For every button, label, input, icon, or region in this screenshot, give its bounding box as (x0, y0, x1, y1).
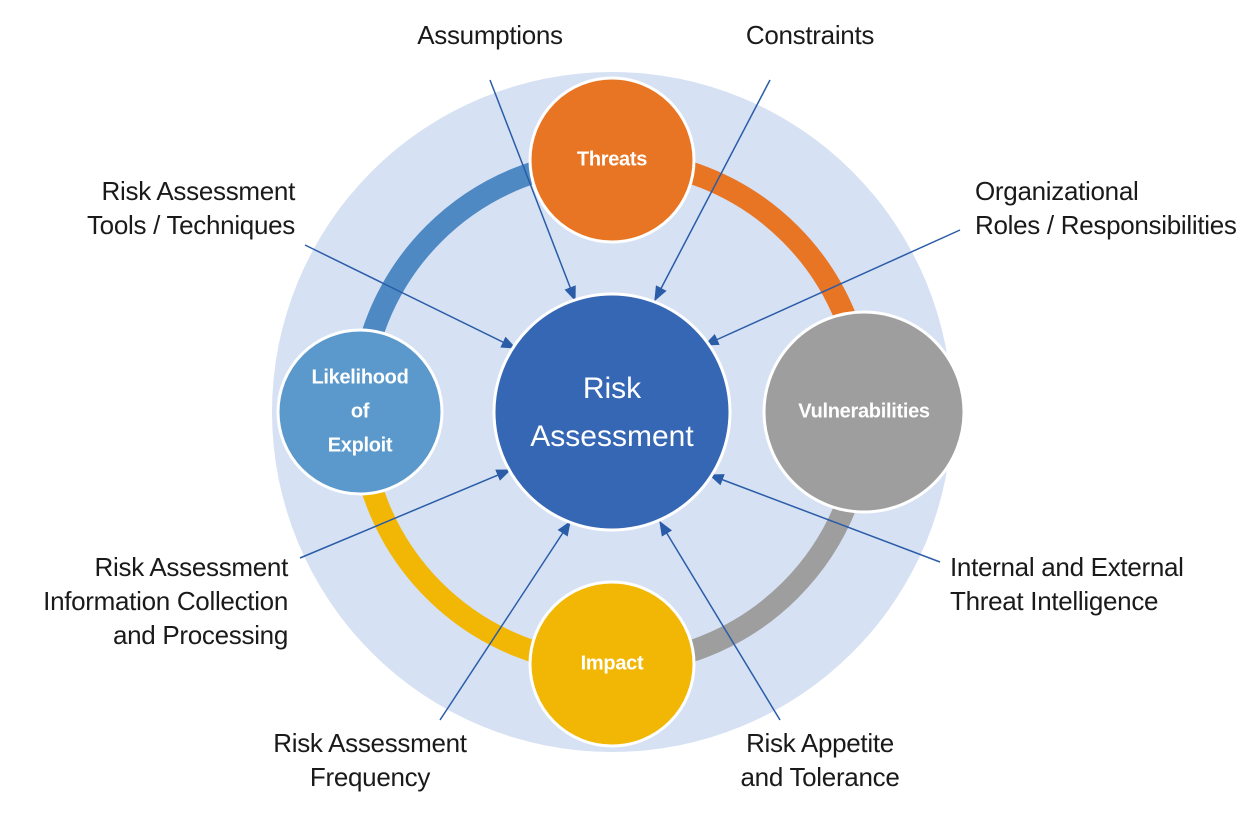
node-label-likelihood-l1: of (351, 400, 370, 422)
label-ra-tools-l1: Tools / Techniques (87, 210, 295, 240)
label-risk-appetite-l1: and Tolerance (741, 762, 900, 792)
label-org-roles-l0: Organizational (975, 176, 1138, 206)
label-ra-info-collection-l1: Information Collection (43, 586, 288, 616)
label-constraints: Constraints (746, 20, 874, 50)
label-assumptions: Assumptions (417, 20, 563, 50)
central-node (494, 294, 730, 530)
node-label-likelihood-l0: Likelihood (311, 366, 408, 388)
node-label-vulnerabilities: Vulnerabilities (798, 400, 930, 422)
label-risk-appetite-l0: Risk Appetite (746, 728, 894, 758)
node-label-impact: Impact (581, 652, 644, 674)
node-label-likelihood-l2: Exploit (328, 434, 393, 456)
diagram-svg: Threats Vulnerabilities Impact Likelihood of… (0, 0, 1243, 830)
node-label-threats: Threats (577, 148, 647, 170)
label-org-roles-l1: Roles / Responsibilities (975, 210, 1237, 240)
label-ra-frequency-l1: Frequency (310, 762, 430, 792)
central-label-line1: Risk (583, 372, 642, 405)
label-ra-info-collection-l2: and Processing (113, 620, 288, 650)
label-threat-intel-l1: Threat Intelligence (950, 586, 1158, 616)
label-threat-intel-l0: Internal and External (950, 552, 1184, 582)
label-ra-frequency-l0: Risk Assessment (273, 728, 468, 758)
risk-assessment-diagram: Threats Vulnerabilities Impact Likelihood of… (0, 0, 1243, 830)
central-label-line2: Assessment (530, 420, 694, 453)
label-ra-info-collection-l0: Risk Assessment (95, 552, 290, 582)
label-ra-tools-l0: Risk Assessment (102, 176, 297, 206)
